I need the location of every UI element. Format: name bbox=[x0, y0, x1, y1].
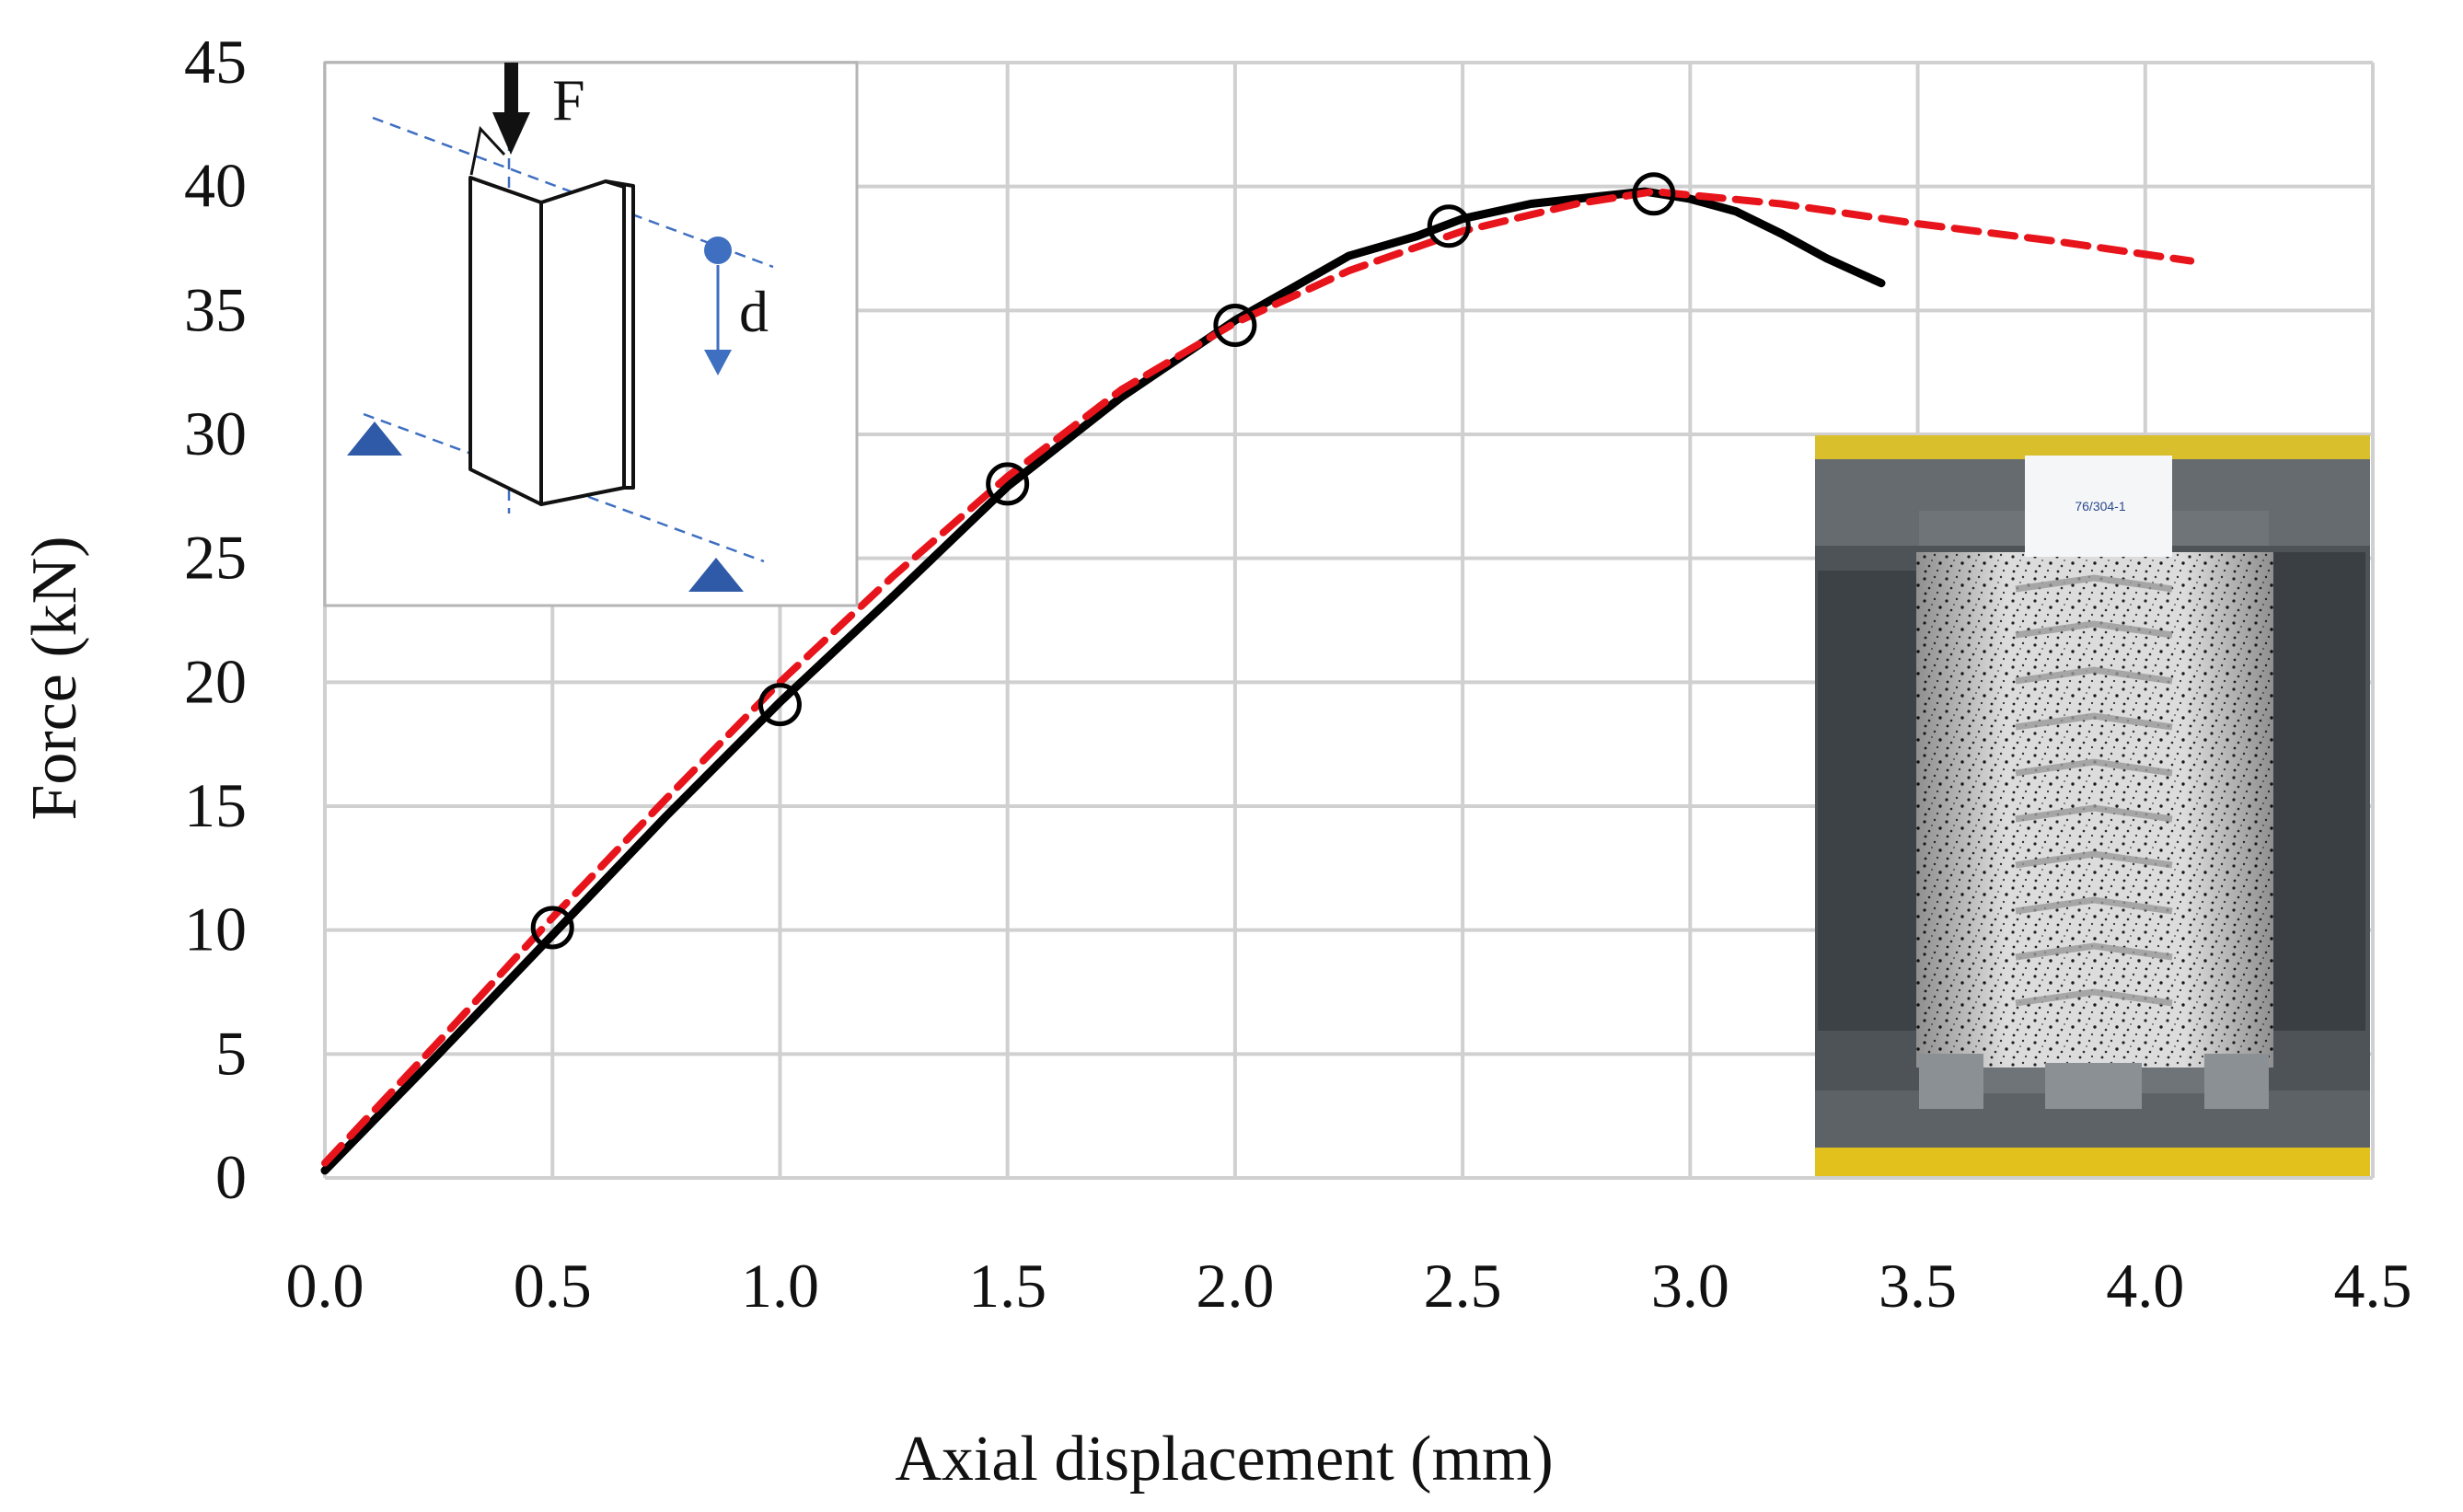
specimen-photo: 76/304-1 bbox=[1815, 435, 2370, 1176]
photo-sign bbox=[2025, 456, 2172, 557]
right-support-icon bbox=[688, 558, 744, 592]
test-marker bbox=[1213, 303, 1257, 347]
x-tick-label: 3.0 bbox=[1651, 1251, 1729, 1321]
test-marker bbox=[757, 683, 802, 727]
x-tick-label: 0.0 bbox=[286, 1251, 364, 1321]
x-tick-label: 1.0 bbox=[741, 1251, 819, 1321]
inset-schematic: F d bbox=[323, 61, 859, 607]
displacement-label: d bbox=[739, 279, 769, 344]
x-tick-label: 4.5 bbox=[2334, 1251, 2412, 1321]
x-tick-label: 3.5 bbox=[1879, 1251, 1957, 1321]
y-tick-label: 35 bbox=[184, 274, 247, 344]
y-tick-label: 20 bbox=[184, 646, 247, 716]
x-tick-label: 2.0 bbox=[1196, 1251, 1274, 1321]
column-profile bbox=[468, 176, 635, 506]
top-plane-line bbox=[372, 116, 774, 269]
x-tick-labels: 0.0 0.5 1.0 1.5 2.0 2.5 3.0 3.5 4.0 4.5 bbox=[286, 1251, 2412, 1321]
left-support-icon bbox=[347, 421, 402, 456]
y-tick-label: 10 bbox=[184, 895, 247, 964]
x-tick-label: 1.5 bbox=[968, 1251, 1046, 1321]
y-tick-label: 15 bbox=[184, 770, 247, 840]
test-marker bbox=[1632, 172, 1676, 216]
y-tick-labels: 0 5 10 15 20 25 30 35 40 45 bbox=[184, 27, 247, 1212]
x-tick-label: 4.0 bbox=[2106, 1251, 2184, 1321]
series-line-dashed bbox=[321, 188, 2195, 1167]
y-tick-label: 30 bbox=[184, 398, 247, 468]
y-tick-label: 40 bbox=[184, 151, 247, 221]
force-label: F bbox=[552, 67, 585, 133]
y-tick-label: 25 bbox=[184, 523, 247, 593]
series-line-solid bbox=[320, 187, 1886, 1175]
test-marker bbox=[530, 906, 574, 950]
x-tick-label: 0.5 bbox=[514, 1251, 592, 1321]
y-tick-label: 0 bbox=[215, 1142, 247, 1212]
x-tick-label: 2.5 bbox=[1424, 1251, 1502, 1321]
y-axis-title: Force (kN) bbox=[19, 536, 90, 820]
series-layer bbox=[320, 172, 2195, 1175]
photo-sign-text: 76/304-1 bbox=[2075, 499, 2125, 514]
displacement-marker bbox=[704, 237, 732, 375]
x-axis-title: Axial displacement (mm) bbox=[895, 1424, 1553, 1495]
test-marker bbox=[986, 462, 1030, 506]
y-tick-label: 5 bbox=[215, 1018, 247, 1088]
load-arrow bbox=[469, 63, 530, 176]
test-marker bbox=[1427, 204, 1471, 248]
y-tick-label: 45 bbox=[184, 27, 247, 97]
